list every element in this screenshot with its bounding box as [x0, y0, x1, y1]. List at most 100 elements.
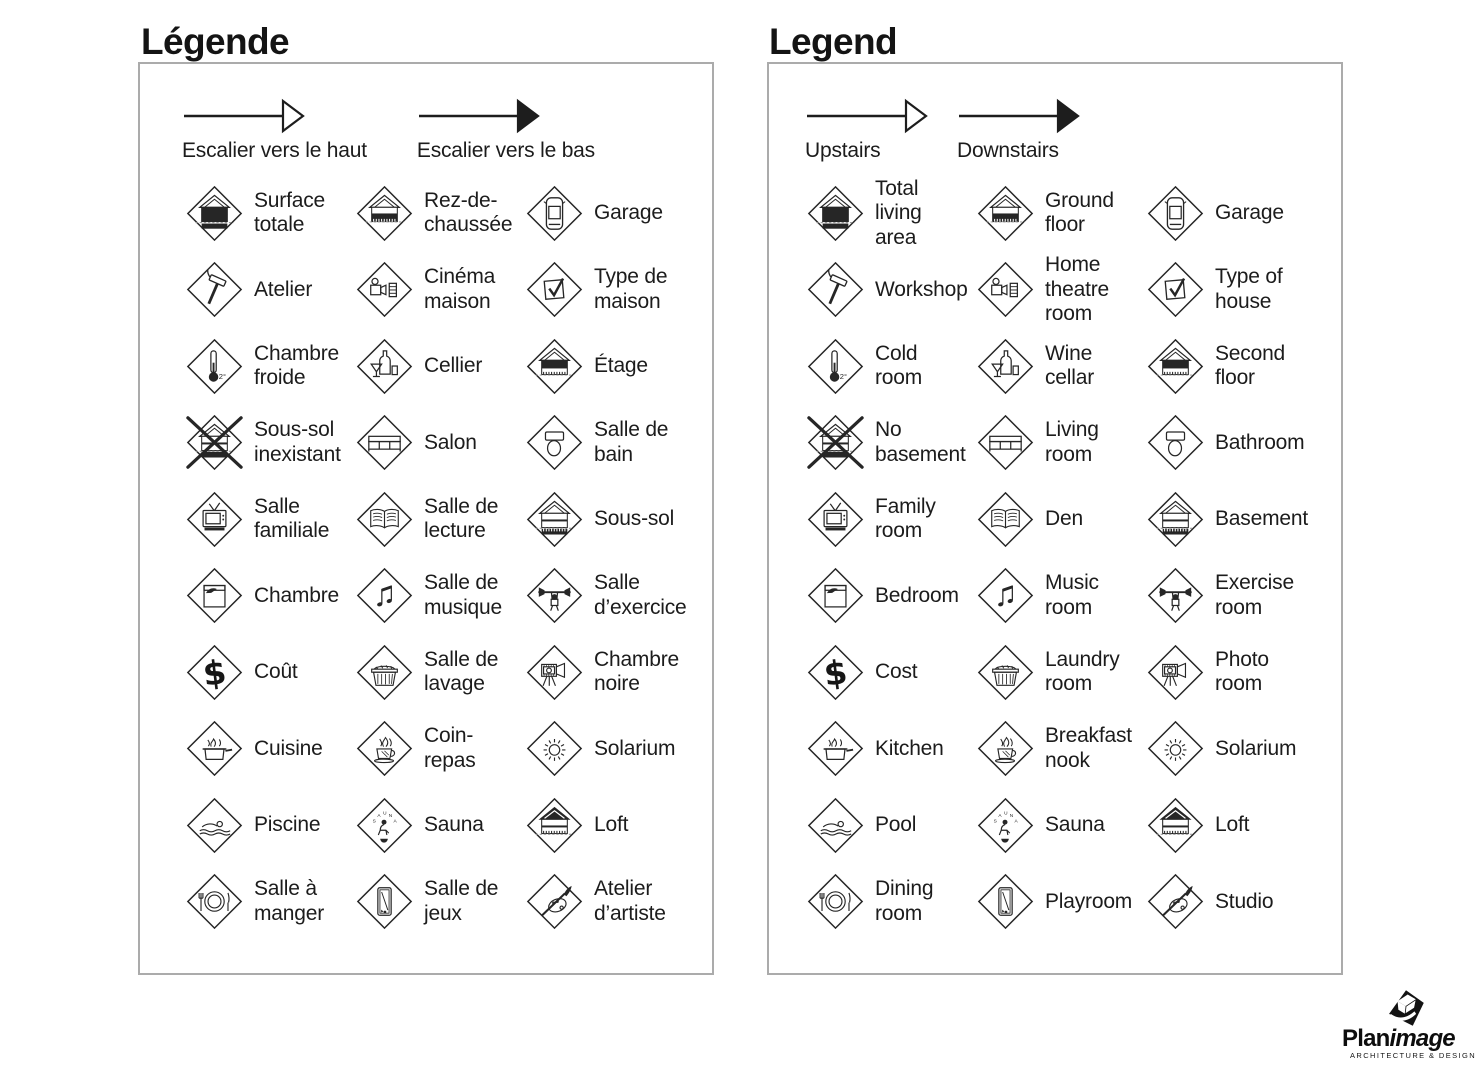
legend-item-label: Sauna [424, 813, 484, 836]
legend-item: Breakfast nook [977, 711, 1147, 788]
legend-item: Laundry room [977, 634, 1147, 711]
pooltable-icon [356, 873, 413, 930]
legend-item: Salle à manger [186, 864, 356, 941]
legend-item-label: Piscine [254, 813, 321, 836]
legend-item: Rez-de- chaussée [356, 175, 526, 252]
thermometer-icon: 2° [186, 338, 243, 395]
legend-item: Chambre [186, 558, 356, 635]
legend-item-label: Atelier d’artiste [594, 877, 666, 925]
house-second-icon [1147, 338, 1204, 395]
garage-icon [526, 185, 583, 242]
tv-icon [807, 491, 864, 548]
legend-item-label: Music room [1045, 571, 1099, 619]
legend-item: Salon [356, 405, 526, 482]
legend-item: Bedroom [807, 558, 977, 635]
sofa-icon [356, 414, 413, 471]
legend-item-label: Salle de musique [424, 571, 502, 619]
sun-icon [526, 720, 583, 777]
legend-item-label: Salle de bain [594, 418, 669, 466]
plate-icon [807, 873, 864, 930]
stairs-up-arrow-icon [807, 98, 928, 134]
legend-item-label: Rez-de- chaussée [424, 188, 513, 237]
legend-item: Cellier [356, 328, 526, 405]
house-crossed-icon [807, 414, 864, 471]
legend-item-label: Cost [875, 660, 918, 683]
book-icon [356, 491, 413, 548]
legend-item: Salle de musique [356, 558, 526, 635]
legend-item: Atelier [186, 252, 356, 329]
legend-item-label: Living room [1045, 418, 1099, 466]
legend-item: Salle de jeux [356, 864, 526, 941]
legend-item-label: Loft [594, 813, 629, 836]
legend-item-label: Cuisine [254, 736, 323, 760]
camera-icon [1147, 644, 1204, 701]
house-total-icon [807, 185, 864, 242]
planimage-logo: Planimage ARCHITECTURE & DESIGN [1342, 988, 1477, 1060]
svg-text:A: A [1015, 818, 1019, 824]
svg-text:A: A [394, 818, 398, 824]
legend-panel-english: Upstairs Downstairs Total living area Gro… [767, 62, 1343, 975]
projector-icon [356, 261, 413, 318]
house-basement-icon [526, 491, 583, 548]
legend-item-label: Second floor [1215, 341, 1286, 390]
cup-icon [356, 720, 413, 777]
wine-icon [977, 338, 1034, 395]
cup-icon [977, 720, 1034, 777]
hammer-icon [807, 261, 864, 318]
tv-icon [186, 491, 243, 548]
legend-item-label: Coin- repas [424, 724, 476, 772]
legend-item-label: Coût [254, 660, 298, 683]
page-title-english: Legend [769, 20, 898, 62]
swimmer-icon [186, 797, 243, 854]
legend-item: Solarium [1147, 711, 1341, 788]
stairs-up-legend: Upstairs [805, 98, 933, 163]
legend-item-label: Bathroom [1215, 430, 1305, 454]
legend-grid-french: Surface totale Rez-de- chaussée Garage Atel… [140, 175, 712, 940]
legend-item: S A U N A Sauna [977, 787, 1147, 864]
legend-item-label: Studio [1215, 889, 1274, 913]
legend-item-label: Salle de lecture [424, 494, 499, 543]
legend-item: Photo room [1147, 634, 1341, 711]
legend-item: $ Cost [807, 634, 977, 711]
legend-item: Pool [807, 787, 977, 864]
legend-item-label: Workshop [875, 277, 968, 301]
camera-icon [526, 644, 583, 701]
legend-item-label: Type de maison [594, 265, 668, 313]
legend-item-label: Salle familiale [254, 494, 330, 543]
svg-text:A: A [998, 813, 1002, 819]
legend-item-label: Family room [875, 494, 936, 543]
legend-item: Kitchen [807, 711, 977, 788]
legend-item: Salle de bain [526, 405, 712, 482]
legend-panel-french: Escalier vers le haut Escalier vers le b… [138, 62, 714, 975]
thermometer-icon: 2° [807, 338, 864, 395]
bed-icon [807, 567, 864, 624]
dollar-icon: $ [186, 644, 243, 701]
arrow-label: Escalier vers le bas [416, 139, 595, 162]
legend-item: 2° Cold room [807, 328, 977, 405]
legend-item-label: Étage [594, 354, 648, 377]
legend-item-label: Bedroom [875, 583, 959, 607]
legend-item: Coin- repas [356, 711, 526, 788]
legend-item-label: Sauna [1045, 813, 1105, 836]
legend-item: Dining room [807, 864, 977, 941]
logo-tagline: ARCHITECTURE & DESIGN [1350, 1051, 1477, 1060]
logo-text-plan: Plan [1342, 1025, 1390, 1052]
legend-item: Bathroom [1147, 405, 1341, 482]
legend-item: Salle de lecture [356, 481, 526, 558]
svg-text:N: N [1010, 813, 1014, 819]
legend-item-label: Total living area [875, 176, 922, 249]
house-ground-icon [977, 185, 1034, 242]
legend-item: Garage [526, 175, 712, 252]
svg-text:U: U [383, 810, 387, 816]
logo-text-image: image [1389, 1025, 1455, 1052]
laundry-icon [356, 644, 413, 701]
wine-icon [356, 338, 413, 395]
legend-item: Atelier d’artiste [526, 864, 712, 941]
arrow-label: Upstairs [805, 139, 881, 162]
legend-item: Salle familiale [186, 481, 356, 558]
pot-icon [186, 720, 243, 777]
stairs-up-legend: Escalier vers le haut [182, 98, 367, 163]
stairs-down-arrow-icon [418, 98, 540, 134]
